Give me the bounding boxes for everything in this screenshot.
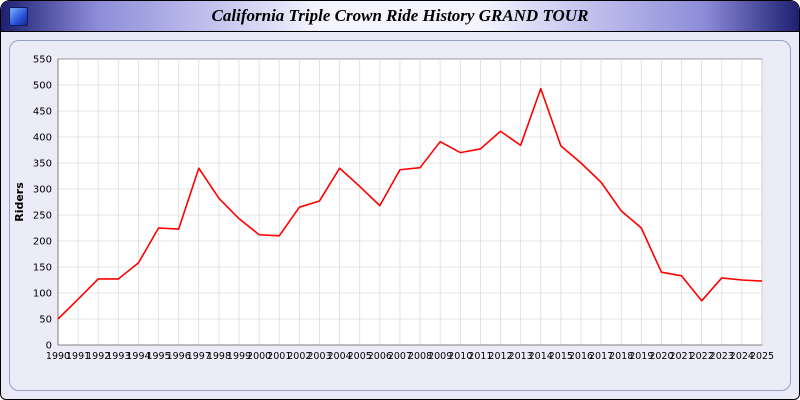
svg-text:1991: 1991 [66, 351, 90, 362]
svg-text:400: 400 [33, 133, 52, 144]
svg-text:250: 250 [33, 211, 52, 222]
svg-text:2005: 2005 [348, 351, 372, 362]
svg-text:50: 50 [39, 315, 52, 326]
svg-text:2018: 2018 [609, 351, 633, 362]
svg-text:2002: 2002 [287, 351, 311, 362]
svg-text:2003: 2003 [307, 351, 331, 362]
svg-text:500: 500 [33, 81, 52, 92]
svg-text:1996: 1996 [167, 351, 191, 362]
svg-text:2000: 2000 [247, 351, 271, 362]
ride-history-chart: 1990199119921993199419951996199719981999… [13, 55, 774, 363]
svg-text:150: 150 [33, 263, 52, 274]
svg-text:1998: 1998 [207, 351, 231, 362]
svg-text:2019: 2019 [629, 351, 653, 362]
svg-text:2016: 2016 [569, 351, 593, 362]
svg-text:2011: 2011 [468, 351, 492, 362]
svg-text:1992: 1992 [86, 351, 110, 362]
svg-text:550: 550 [33, 55, 52, 66]
svg-text:2001: 2001 [267, 351, 291, 362]
svg-text:2013: 2013 [509, 351, 533, 362]
svg-text:2010: 2010 [448, 351, 472, 362]
page-title: California Triple Crown Ride History GRA… [211, 6, 589, 25]
svg-text:350: 350 [33, 159, 52, 170]
svg-text:2020: 2020 [649, 351, 673, 362]
svg-text:2004: 2004 [328, 351, 352, 362]
svg-text:200: 200 [33, 237, 52, 248]
svg-text:300: 300 [33, 185, 52, 196]
svg-text:100: 100 [33, 289, 52, 300]
svg-text:2015: 2015 [549, 351, 573, 362]
svg-text:2008: 2008 [408, 351, 432, 362]
svg-text:2009: 2009 [428, 351, 452, 362]
svg-text:0: 0 [46, 341, 52, 352]
svg-text:2017: 2017 [589, 351, 613, 362]
svg-text:2012: 2012 [488, 351, 512, 362]
svg-text:2024: 2024 [730, 351, 754, 362]
svg-text:450: 450 [33, 107, 52, 118]
svg-text:2007: 2007 [388, 351, 412, 362]
svg-text:1999: 1999 [227, 351, 251, 362]
app-window-icon [9, 7, 28, 26]
svg-text:Riders: Riders [13, 182, 26, 222]
svg-text:1993: 1993 [106, 351, 130, 362]
svg-text:1994: 1994 [126, 351, 150, 362]
svg-text:2023: 2023 [710, 351, 734, 362]
chart-panel: 1990 1991 1992 1993 1994 1995 1996 1997 1998 1999… [9, 40, 791, 391]
svg-text:2014: 2014 [529, 351, 553, 362]
svg-text:2022: 2022 [690, 351, 714, 362]
svg-text:1997: 1997 [187, 351, 211, 362]
title-bar: California Triple Crown Ride History GRA… [1, 1, 799, 32]
svg-text:2025: 2025 [750, 351, 774, 362]
svg-text:1990: 1990 [46, 351, 70, 362]
svg-text:1995: 1995 [146, 351, 170, 362]
svg-text:2021: 2021 [669, 351, 693, 362]
svg-text:2006: 2006 [368, 351, 392, 362]
